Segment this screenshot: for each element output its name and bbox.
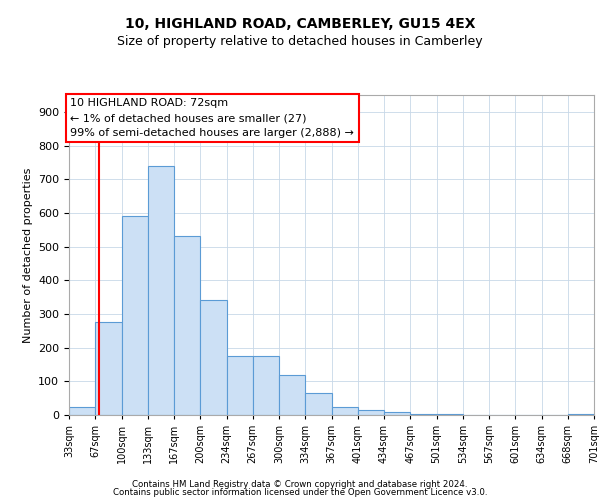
Text: Contains public sector information licensed under the Open Government Licence v3: Contains public sector information licen… xyxy=(113,488,487,497)
Text: Contains HM Land Registry data © Crown copyright and database right 2024.: Contains HM Land Registry data © Crown c… xyxy=(132,480,468,489)
Bar xyxy=(384,412,410,415)
Y-axis label: Number of detached properties: Number of detached properties xyxy=(23,168,32,342)
Bar xyxy=(279,374,305,415)
Bar xyxy=(568,414,594,415)
Bar xyxy=(174,236,200,415)
Text: 10 HIGHLAND ROAD: 72sqm
← 1% of detached houses are smaller (27)
99% of semi-det: 10 HIGHLAND ROAD: 72sqm ← 1% of detached… xyxy=(70,98,354,138)
Bar xyxy=(305,393,331,415)
Text: 10, HIGHLAND ROAD, CAMBERLEY, GU15 4EX: 10, HIGHLAND ROAD, CAMBERLEY, GU15 4EX xyxy=(125,18,475,32)
Bar xyxy=(253,356,279,415)
Bar xyxy=(95,322,121,415)
Bar xyxy=(148,166,174,415)
Bar xyxy=(437,414,463,415)
Bar xyxy=(227,356,253,415)
Bar xyxy=(358,410,384,415)
Bar xyxy=(410,414,437,415)
Text: Size of property relative to detached houses in Camberley: Size of property relative to detached ho… xyxy=(117,35,483,48)
Bar xyxy=(200,300,227,415)
Bar xyxy=(121,216,148,415)
Bar xyxy=(331,406,358,415)
Bar xyxy=(69,406,95,415)
